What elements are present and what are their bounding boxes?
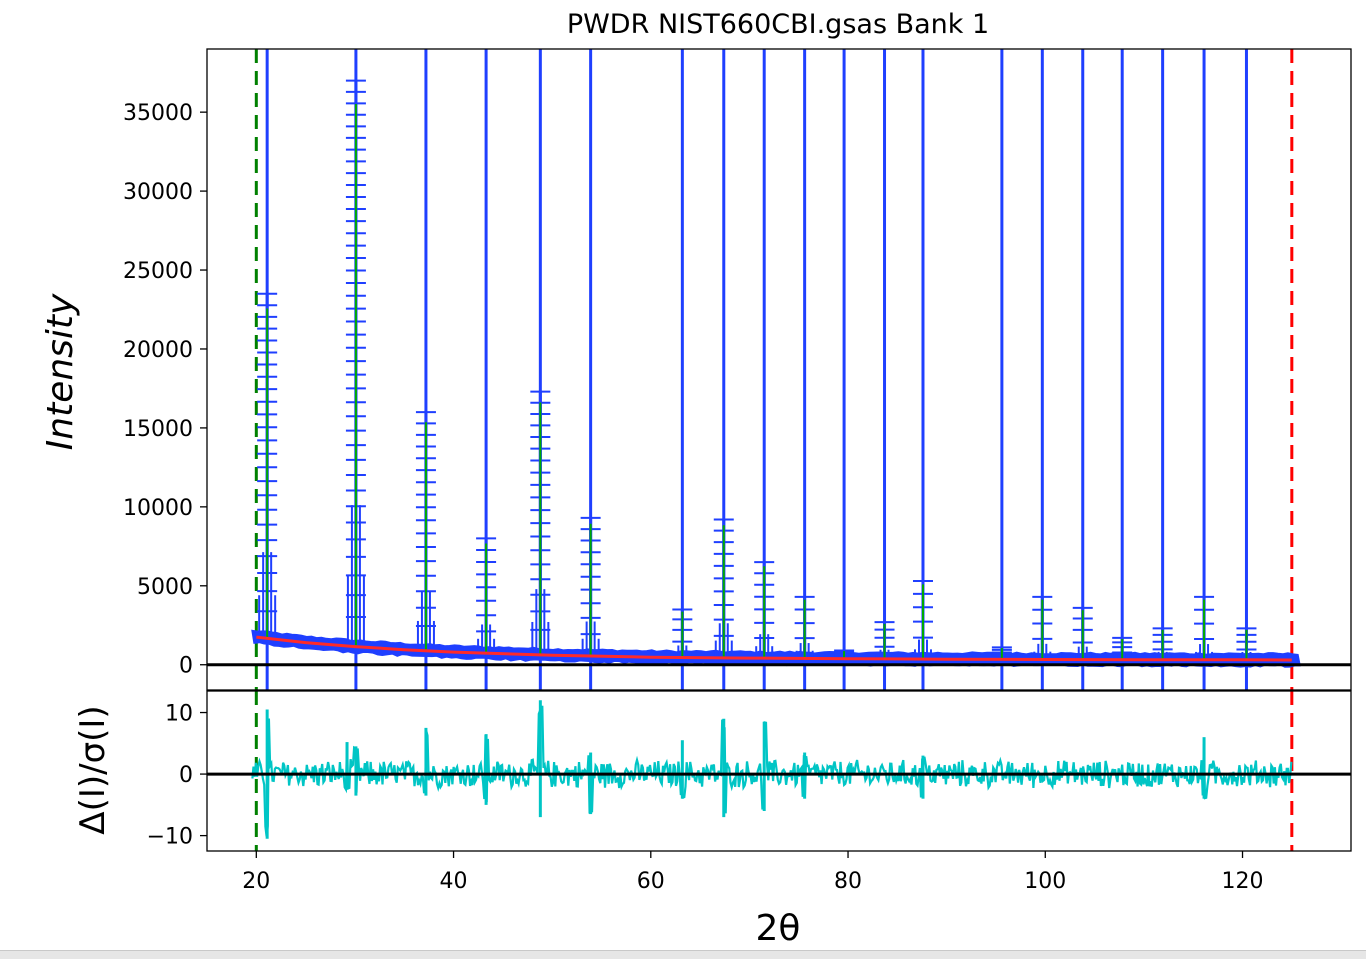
y-axis-label: Intensity bbox=[40, 293, 81, 450]
x-tick-label: 60 bbox=[637, 869, 665, 894]
range-limit-lines bbox=[254, 49, 1294, 690]
main-panel: 0 5000 10000 15000 20000 25000 30000 35000 Inte… bbox=[40, 48, 1352, 691]
x-tick-label: 20 bbox=[242, 869, 270, 894]
plot-area bbox=[207, 49, 1351, 690]
residual-y-tick-label: 0 bbox=[179, 763, 193, 788]
window-bottom-strip bbox=[0, 950, 1366, 959]
main-plot-frame bbox=[206, 48, 1352, 691]
main-frame-rect bbox=[206, 48, 1352, 691]
background-curve bbox=[256, 635, 1292, 662]
y-tick-label: 15000 bbox=[123, 417, 193, 442]
x-tick-label: 40 bbox=[440, 869, 468, 894]
x-axis-label: 2θ bbox=[756, 908, 801, 949]
residual-frame-rect bbox=[206, 690, 1352, 852]
calculated-series bbox=[266, 103, 1248, 660]
y-tick-label: 30000 bbox=[123, 180, 193, 205]
y-tick-label: 35000 bbox=[123, 101, 193, 126]
main-y-ticks: 0 5000 10000 15000 20000 25000 30000 35000 bbox=[123, 101, 207, 679]
residual-y-axis-label: Δ(I)/σ(I) bbox=[73, 705, 113, 834]
residual-series bbox=[251, 700, 1293, 839]
x-tick-label: 120 bbox=[1222, 869, 1264, 894]
chart-title: PWDR NIST660CBI.gsas Bank 1 bbox=[567, 9, 989, 40]
residual-y-tick-label: 10 bbox=[165, 702, 193, 727]
background-series bbox=[256, 635, 1292, 662]
x-tick-label: 80 bbox=[834, 869, 862, 894]
residual-y-tick-label: −10 bbox=[147, 825, 193, 850]
residual-plot-frame bbox=[206, 690, 1352, 852]
residual-y-ticks: −10 0 10 bbox=[147, 702, 207, 850]
y-tick-label: 0 bbox=[179, 654, 193, 679]
residual-panel: −10 0 10 20 40 60 80 100 120 Δ(I)/σ(I) 2θ bbox=[73, 690, 1352, 949]
y-tick-label: 5000 bbox=[137, 575, 193, 600]
residual-line bbox=[251, 705, 1293, 837]
y-tick-label: 20000 bbox=[123, 338, 193, 363]
x-ticks: 20 40 60 80 100 120 bbox=[242, 851, 1264, 894]
y-tick-label: 25000 bbox=[123, 259, 193, 284]
y-tick-label: 10000 bbox=[123, 496, 193, 521]
x-tick-label: 100 bbox=[1024, 869, 1066, 894]
main-plot-background bbox=[207, 49, 1351, 690]
